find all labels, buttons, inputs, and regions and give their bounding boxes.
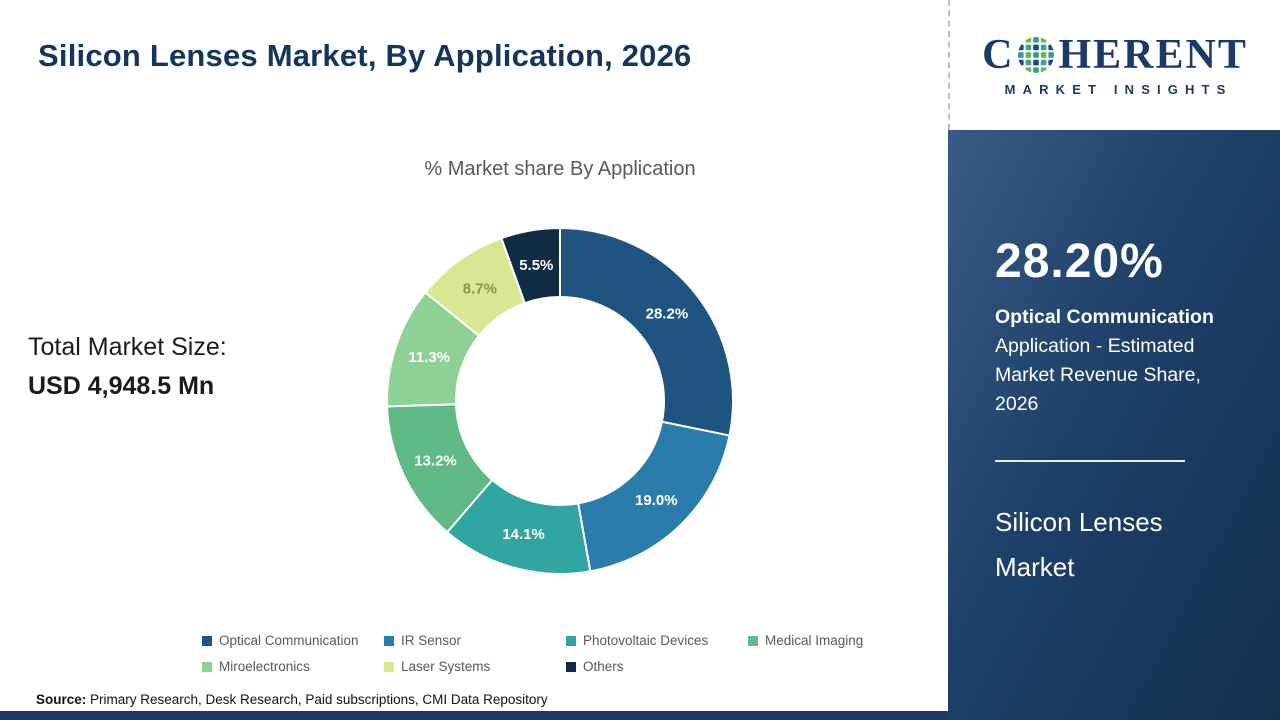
donut-segment-optical-communication <box>559 227 734 437</box>
highlight-text: Optical Communication Application - Esti… <box>995 303 1245 418</box>
total-market-size-value: USD 4,948.5 Mn <box>28 371 215 400</box>
sidebar-divider <box>995 460 1185 463</box>
legend-label: Laser Systems <box>401 659 491 674</box>
chart-area: % Market share By Application 28.2% 19.0%… <box>186 158 934 606</box>
legend-swatch <box>202 635 212 646</box>
source-label: Source: <box>36 692 87 707</box>
legend-item-ir-sensor: IR Sensor <box>384 633 566 648</box>
coherent-globe-icon <box>1018 36 1055 73</box>
slice-label-miroelectronics: 11.3% <box>408 349 450 366</box>
page-title: Silicon Lenses Market, By Application, 2… <box>38 38 692 73</box>
legend-item-miroelectronics: Miroelectronics <box>202 659 384 674</box>
donut-chart: 28.2% 19.0% 14.1% 13.2% 11.3% 8.7% 5.5% <box>386 227 734 575</box>
chart-legend: Optical Communication IR Sensor Photovolta… <box>186 633 946 674</box>
donut-segment-others <box>500 227 561 305</box>
legend-swatch <box>566 661 576 672</box>
legend-item-optical-communication: Optical Communication <box>202 633 384 648</box>
main-area: Silicon Lenses Market, By Application, 2… <box>0 38 948 720</box>
total-market-size: Total Market Size: USD 4,948.5 Mn <box>28 328 227 406</box>
legend-label: Others <box>583 659 624 674</box>
logo-box: C HERENT MARKET INSIGHTS <box>948 0 1280 130</box>
legend-item-photovoltaic-devices: Photovoltaic Devices <box>566 633 748 648</box>
logo-letters-herent: HERENT <box>1058 31 1248 78</box>
legend-swatch <box>748 635 758 646</box>
legend-item-medical-imaging: Medical Imaging <box>748 633 930 648</box>
legend-label: Optical Communication <box>219 633 359 648</box>
legend-item-laser-systems: Laser Systems <box>384 659 566 674</box>
source-text: Primary Research, Desk Research, Paid su… <box>86 692 548 707</box>
legend-swatch <box>566 635 576 646</box>
total-market-size-label: Total Market Size: <box>28 333 227 361</box>
sidebar-market-name: Silicon Lenses Market <box>995 507 1163 583</box>
slice-label-ir-sensor: 19.0% <box>635 492 678 509</box>
highlight-description: Application - Estimated Market Revenue S… <box>995 334 1201 415</box>
chart-subtitle: % Market share By Application <box>424 158 696 180</box>
legend-swatch <box>384 635 394 646</box>
logo-letter-c: C <box>982 31 1015 78</box>
coherent-logo: C HERENT <box>982 34 1248 76</box>
sidebar-content: 28.20% Optical Communication Application… <box>948 130 1280 720</box>
legend-label: IR Sensor <box>401 633 462 648</box>
legend-swatch <box>202 661 212 672</box>
legend-label: Medical Imaging <box>765 633 864 648</box>
legend-label: Miroelectronics <box>219 659 310 674</box>
highlight-segment-name: Optical Communication <box>995 306 1214 328</box>
slice-label-medical-imaging: 13.2% <box>414 453 457 470</box>
bottom-accent-bar <box>0 711 948 720</box>
legend-item-others: Others <box>566 659 748 674</box>
highlight-value: 28.20% <box>995 235 1164 288</box>
slice-label-laser-systems: 8.7% <box>463 281 497 298</box>
source-line: Source: Primary Research, Desk Research,… <box>36 692 548 707</box>
slice-label-others: 5.5% <box>519 257 553 274</box>
legend-swatch <box>384 661 394 672</box>
logo-tagline: MARKET INSIGHTS <box>1004 81 1233 97</box>
slice-label-optical-communication: 28.2% <box>646 306 689 323</box>
legend-label: Photovoltaic Devices <box>583 633 709 648</box>
slice-label-photovoltaic-devices: 14.1% <box>502 526 545 543</box>
